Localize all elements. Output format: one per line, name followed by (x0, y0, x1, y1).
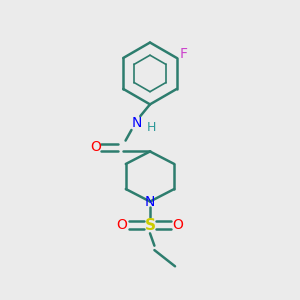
Text: O: O (117, 218, 128, 232)
Text: O: O (172, 218, 183, 232)
Text: N: N (145, 194, 155, 208)
Text: F: F (180, 47, 188, 61)
Text: N: N (132, 116, 142, 130)
Text: S: S (145, 218, 155, 232)
Text: O: O (90, 140, 101, 154)
Text: H: H (147, 122, 156, 134)
